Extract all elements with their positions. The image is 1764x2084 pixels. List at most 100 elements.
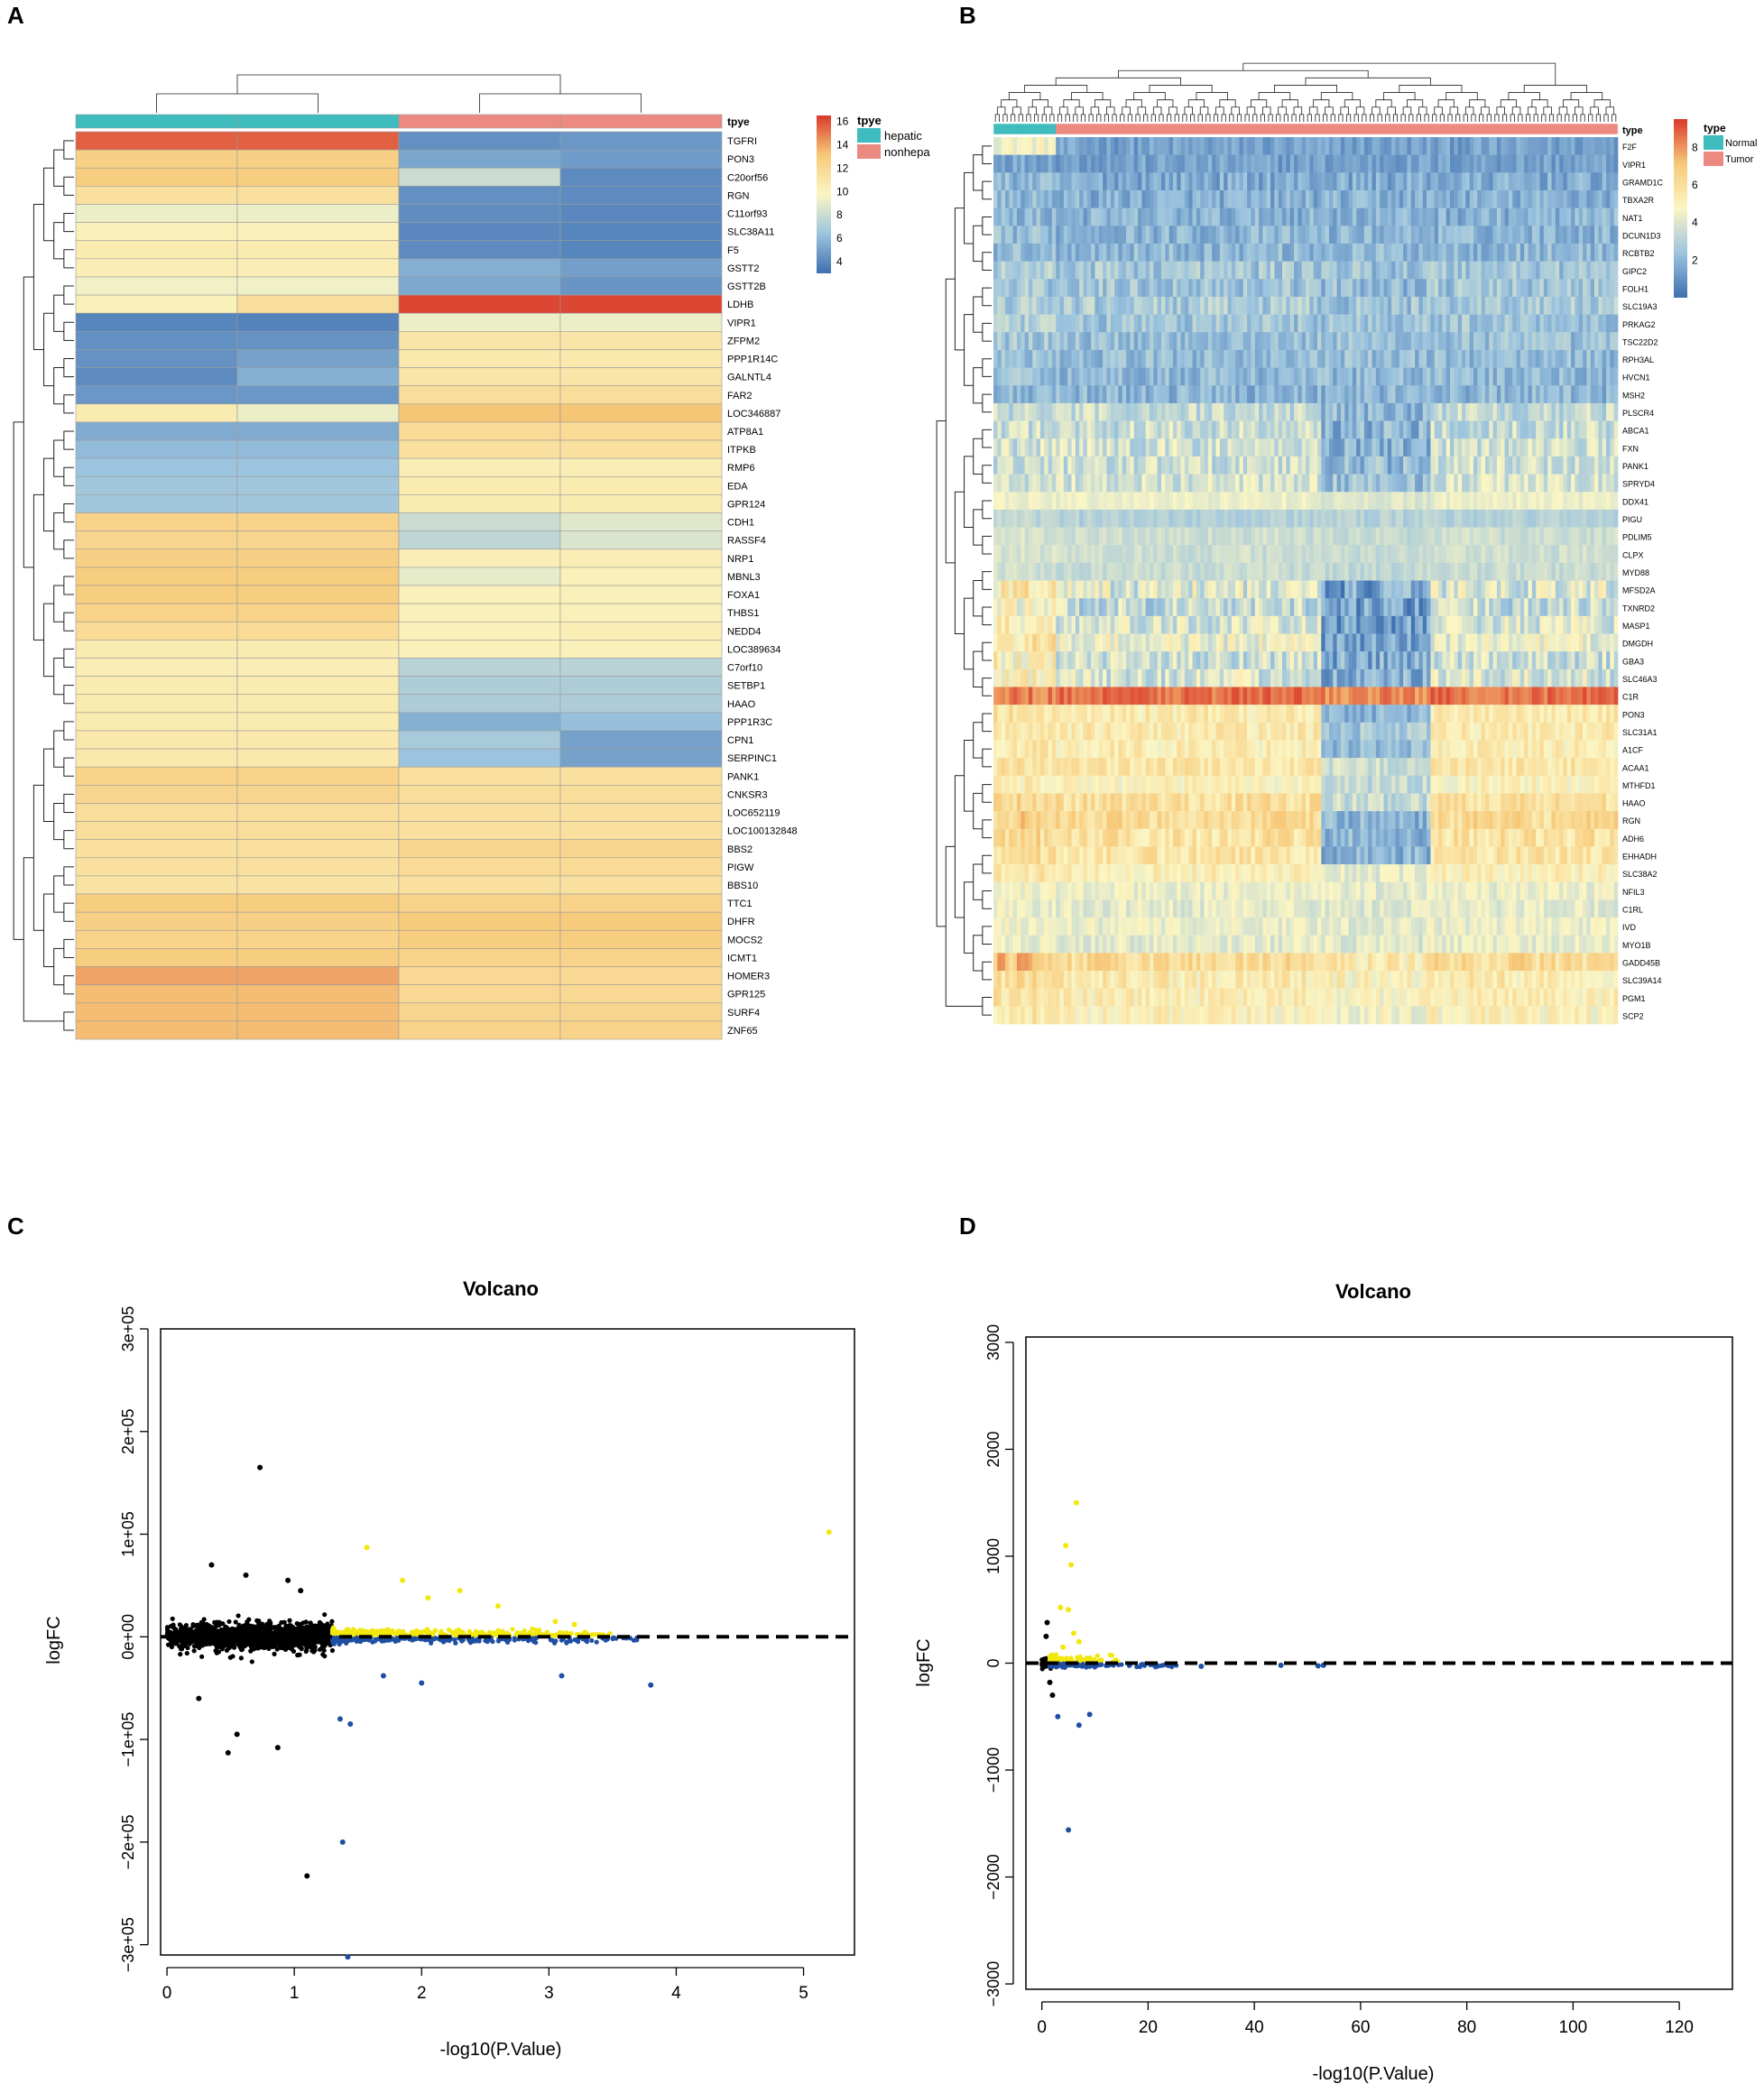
- heatmap-cell: [1555, 509, 1560, 528]
- heatmap-cell: [1547, 261, 1552, 280]
- heatmap-cell: [1130, 349, 1135, 368]
- row-label: GRAMD1C: [1622, 178, 1664, 187]
- heatmap-cell: [1262, 137, 1268, 155]
- heatmap-cell: [1266, 402, 1271, 421]
- heatmap-cell: [1598, 154, 1603, 173]
- heatmap-cell: [1126, 349, 1131, 368]
- heatmap-cell: [1325, 349, 1330, 368]
- heatmap-cell: [1294, 226, 1298, 244]
- heatmap-cell: [1450, 261, 1455, 280]
- heatmap-cell: [1024, 402, 1030, 421]
- heatmap-cell: [1133, 492, 1139, 511]
- heatmap-cell: [1492, 349, 1498, 368]
- heatmap-cell: [1118, 580, 1123, 599]
- heatmap-cell: [1032, 332, 1037, 351]
- heatmap-cell: [559, 603, 723, 622]
- heatmap-cell: [1368, 279, 1372, 298]
- heatmap-cell: [1313, 172, 1318, 191]
- heatmap-cell: [993, 527, 998, 546]
- heatmap-cell: [1407, 562, 1412, 581]
- heatmap-cell: [1602, 261, 1607, 280]
- heatmap-cell: [1571, 279, 1575, 298]
- heatmap-cell: [1048, 332, 1053, 351]
- heatmap-cell: [1289, 385, 1295, 404]
- heatmap-cell: [1145, 615, 1150, 634]
- heatmap-cell: [1559, 261, 1564, 280]
- heatmap-cell: [1118, 243, 1123, 262]
- heatmap-cell: [1098, 296, 1104, 315]
- heatmap-cell: [1465, 615, 1470, 634]
- heatmap-cell: [1239, 189, 1244, 208]
- heatmap-cell: [1583, 580, 1587, 599]
- heatmap-cell: [1048, 279, 1053, 298]
- heatmap-cell: [1422, 154, 1427, 173]
- heatmap-cell: [1067, 137, 1072, 155]
- heatmap-cell: [1407, 296, 1412, 315]
- heatmap-cell: [1150, 545, 1154, 564]
- heatmap-cell: [1075, 172, 1080, 191]
- heatmap-cell: [1180, 189, 1186, 208]
- heatmap-cell: [1438, 562, 1443, 581]
- heatmap-cell: [1430, 402, 1436, 421]
- heatmap-cell: [1086, 314, 1092, 333]
- heatmap-cell: [1184, 172, 1189, 191]
- heatmap-cell: [236, 349, 400, 368]
- heatmap-cell: [1200, 492, 1205, 511]
- heatmap-cell: [1286, 509, 1291, 528]
- heatmap-cell: [1094, 261, 1100, 280]
- heatmap-cell: [1427, 243, 1431, 262]
- heatmap-cell: [1321, 545, 1325, 564]
- heatmap-cell: [1481, 402, 1486, 421]
- heatmap-cell: [1610, 261, 1615, 280]
- heatmap-cell: [1594, 189, 1599, 208]
- heatmap-cell: [1204, 207, 1209, 226]
- heatmap-cell: [1313, 420, 1318, 439]
- heatmap-cell: [1566, 598, 1572, 617]
- heatmap-cell: [1583, 137, 1587, 155]
- heatmap-cell: [1321, 385, 1325, 404]
- heatmap-cell: [1298, 189, 1303, 208]
- heatmap-cell: [1051, 261, 1057, 280]
- heatmap-cell: [1613, 598, 1619, 617]
- heatmap-cell: [1457, 207, 1463, 226]
- heatmap-cell: [1442, 474, 1447, 493]
- heatmap-cell: [1219, 492, 1224, 511]
- heatmap-cell: [1004, 207, 1010, 226]
- heatmap-cell: [1044, 438, 1048, 457]
- heatmap-cell: [1204, 172, 1209, 191]
- heatmap-cell: [1610, 154, 1615, 173]
- heatmap-cell: [1484, 189, 1490, 208]
- heatmap-cell: [1009, 402, 1013, 421]
- heatmap-cell: [1415, 438, 1419, 457]
- heatmap-cell: [1184, 296, 1189, 315]
- heatmap-cell: [1262, 332, 1268, 351]
- heatmap-cell: [1547, 615, 1552, 634]
- heatmap-cell: [1321, 580, 1325, 599]
- heatmap-cell: [1207, 492, 1213, 511]
- heatmap-cell: [1504, 189, 1510, 208]
- heatmap-cell: [1298, 598, 1303, 617]
- heatmap-cell: [1445, 420, 1451, 439]
- heatmap-cell: [1438, 598, 1443, 617]
- heatmap-cell: [1165, 492, 1169, 511]
- heatmap-cell: [1059, 474, 1065, 493]
- heatmap-cell: [1445, 261, 1451, 280]
- heatmap-cell: [1067, 189, 1072, 208]
- heatmap-cell: [1259, 438, 1263, 457]
- heatmap-cell: [1457, 492, 1463, 511]
- heatmap-cell: [1153, 261, 1158, 280]
- heatmap-cell: [1118, 492, 1123, 511]
- heatmap-cell: [1110, 456, 1115, 475]
- heatmap-cell: [1196, 562, 1201, 581]
- heatmap-cell: [1192, 279, 1197, 298]
- heatmap-cell: [1508, 562, 1513, 581]
- heatmap-cell: [1415, 385, 1419, 404]
- heatmap-cell: [1204, 296, 1209, 315]
- heatmap-cell: [1484, 598, 1490, 617]
- heatmap-cell: [1321, 598, 1325, 617]
- heatmap-cell: [1075, 420, 1080, 439]
- heatmap-cell: [1325, 562, 1330, 581]
- heatmap-cell: [1524, 207, 1528, 226]
- heatmap-cell: [1340, 172, 1345, 191]
- heatmap-cell: [1227, 261, 1233, 280]
